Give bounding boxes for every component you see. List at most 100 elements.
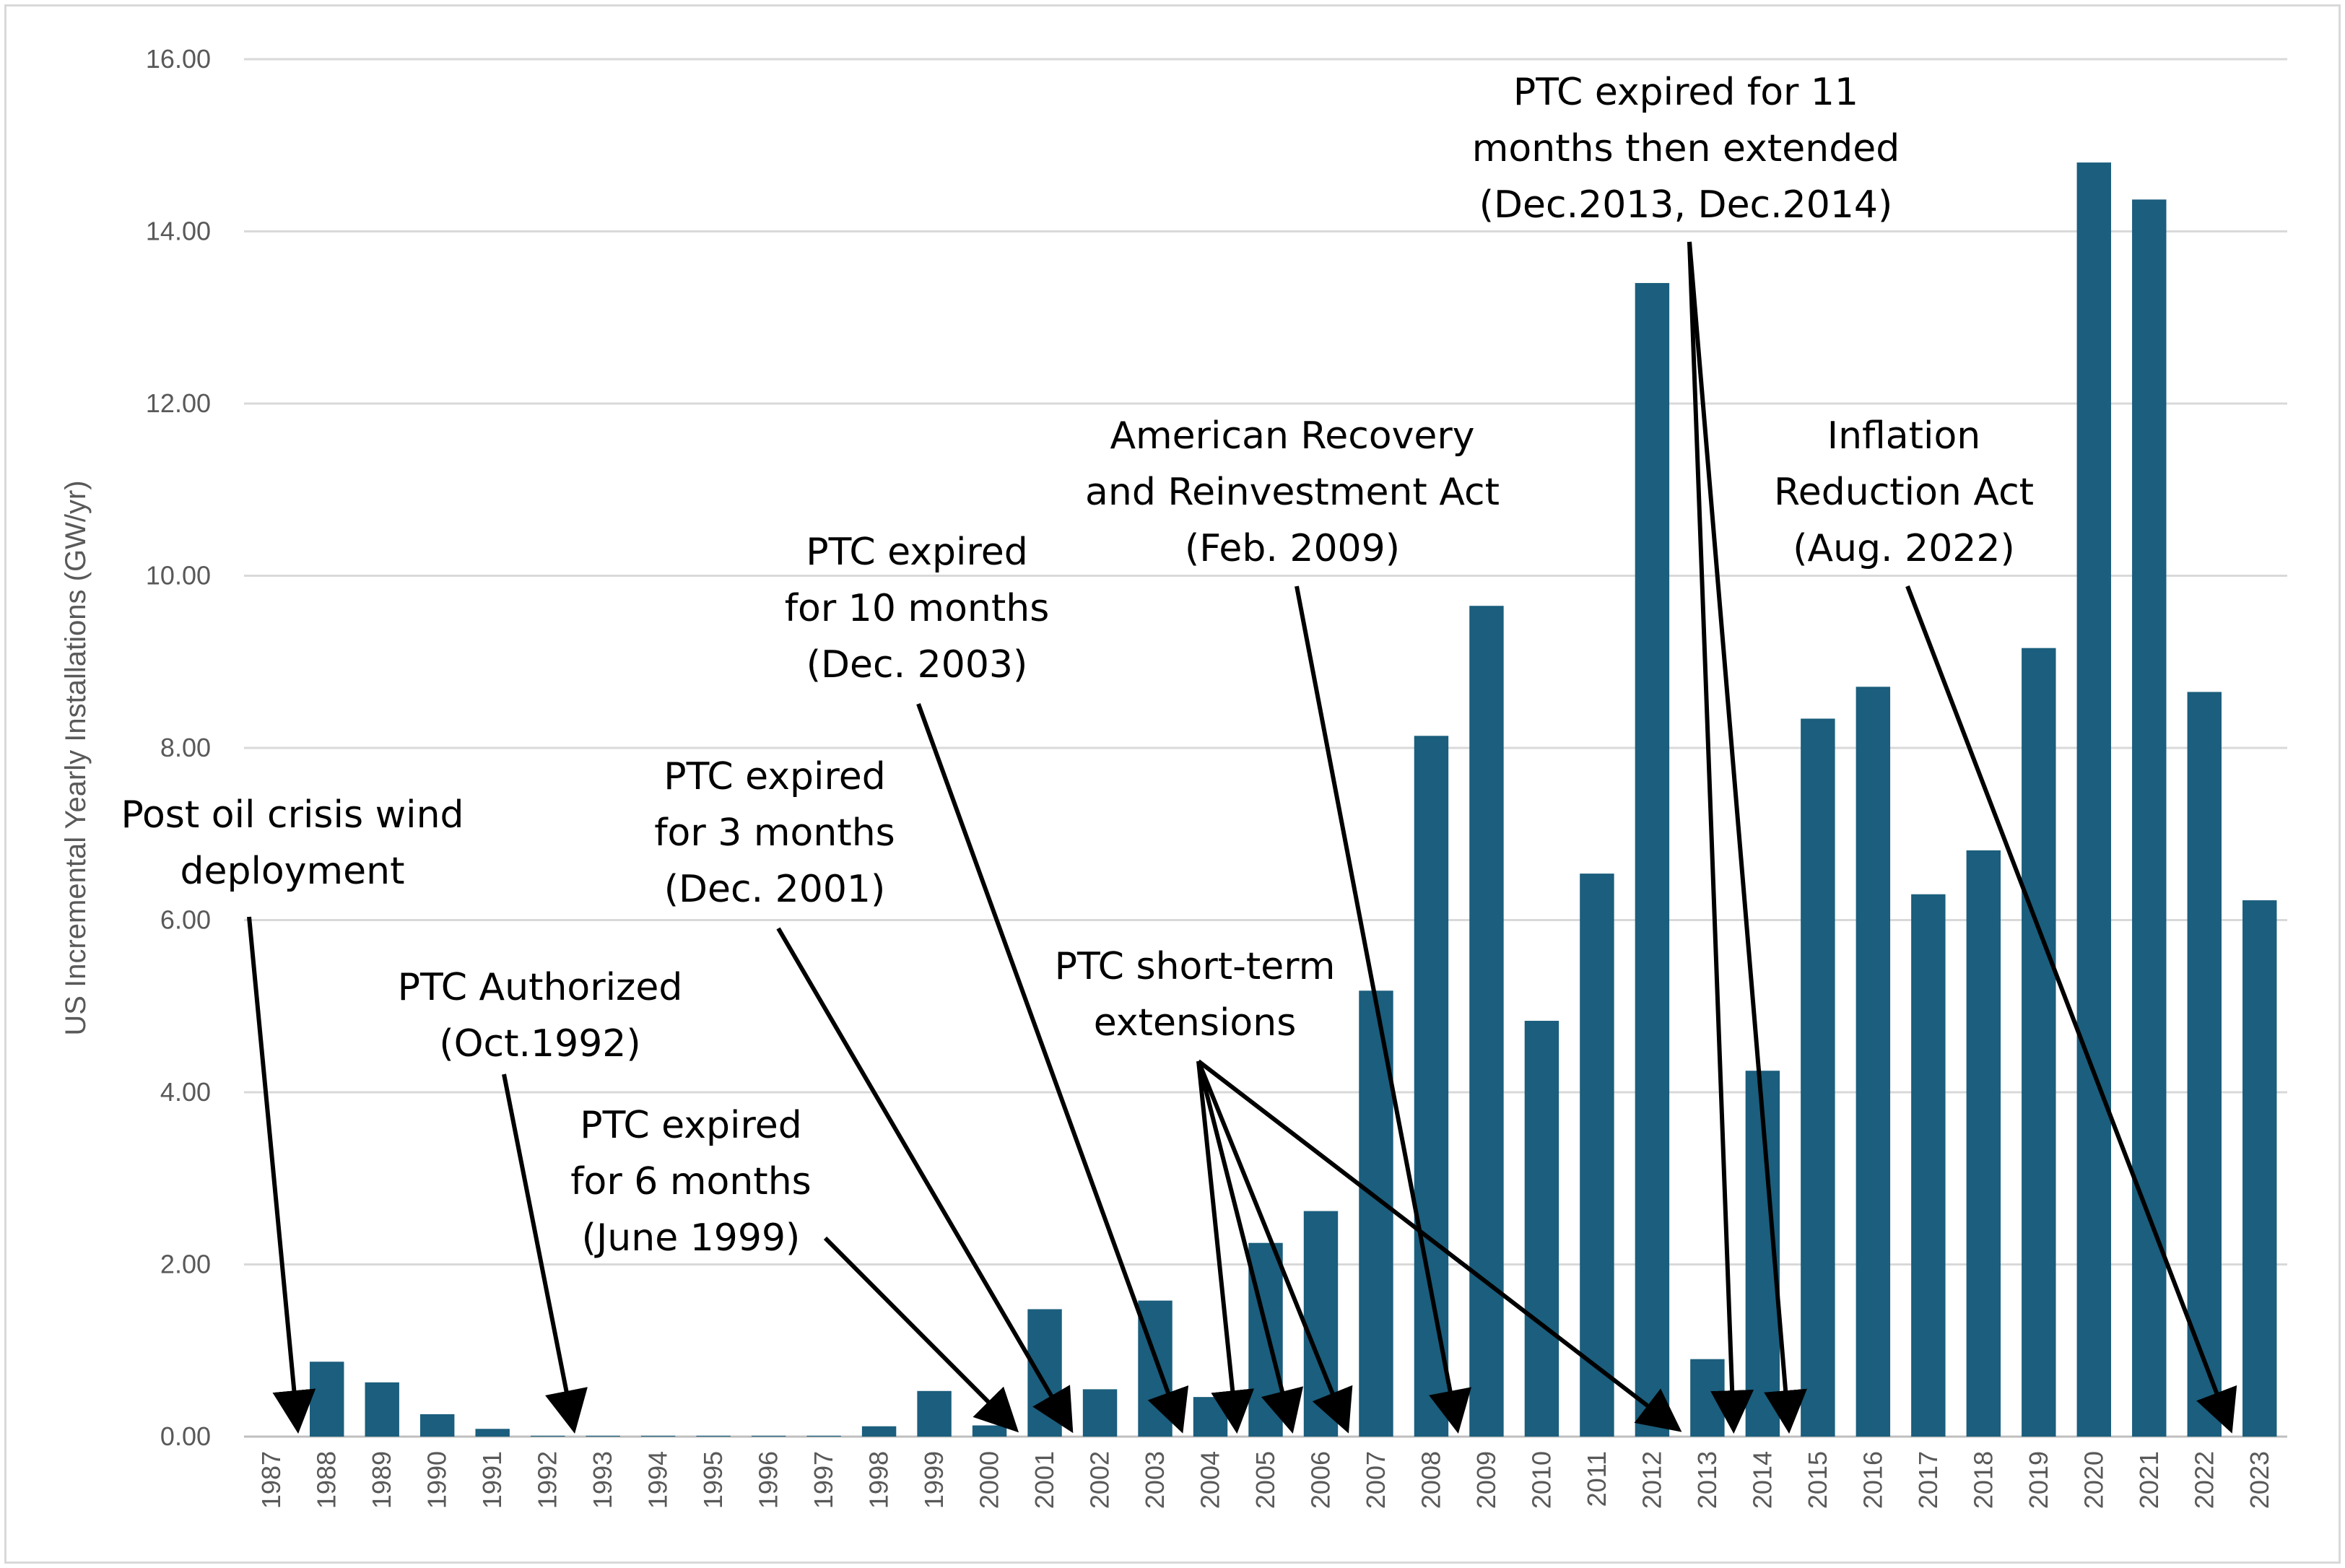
bar-1996 — [751, 1435, 786, 1437]
x-tick-label: 2002 — [1085, 1451, 1115, 1509]
bar-2012 — [1635, 283, 1670, 1437]
annotation-text: (June 1999) — [582, 1216, 801, 1260]
y-tick-label: 2.00 — [160, 1250, 211, 1279]
bar-1994 — [640, 1435, 676, 1437]
x-tick-label: 1992 — [533, 1451, 562, 1509]
x-tick-label: 2012 — [1637, 1451, 1666, 1509]
annotation-arrow — [916, 702, 1189, 1434]
x-tick-label: 2008 — [1416, 1451, 1445, 1509]
annotation-text: (Oct.1992) — [439, 1022, 640, 1066]
x-tick-label: 1995 — [698, 1451, 728, 1509]
annotation-text: for 6 months — [570, 1160, 812, 1203]
x-tick-label: 2018 — [1968, 1451, 1998, 1509]
y-tick-label: 14.00 — [146, 217, 211, 246]
x-tick-label: 2000 — [975, 1451, 1004, 1509]
x-tick-label: 2023 — [2245, 1451, 2274, 1509]
annotation-text: PTC Authorized — [398, 966, 683, 1009]
x-tick-label: 2011 — [1582, 1451, 1611, 1507]
annotations: Post oil crisis wind deployment PTC Author… — [121, 71, 2237, 1434]
bar-1998 — [861, 1426, 897, 1437]
x-tick-label: 2015 — [1803, 1451, 1832, 1509]
x-tick-label: 1987 — [256, 1451, 286, 1509]
bar-2001 — [1027, 1309, 1062, 1437]
annotation-text: Post oil crisis wind — [121, 793, 464, 837]
annotation-text: and Reinvestment Act — [1085, 471, 1500, 514]
y-tick-label: 6.00 — [160, 905, 211, 935]
bar-2013 — [1690, 1359, 1725, 1437]
y-tick-label: 4.00 — [160, 1077, 211, 1107]
bar-1988 — [310, 1362, 344, 1437]
annotation-text: PTC expired — [664, 755, 885, 798]
annotation-text: extensions — [1094, 1001, 1297, 1045]
x-tick-label: 2004 — [1196, 1451, 1225, 1509]
bar-2010 — [1524, 1021, 1559, 1437]
annotation-arrow — [1196, 1060, 1304, 1434]
bar-2009 — [1469, 606, 1504, 1437]
x-tick-label: 1997 — [809, 1451, 838, 1509]
x-tick-label: 1993 — [588, 1451, 617, 1509]
annotation-arrow — [1196, 1060, 1353, 1434]
x-tick-label: 2003 — [1140, 1451, 1170, 1509]
x-tick-label: 1988 — [312, 1451, 341, 1509]
y-tick-label: 8.00 — [160, 733, 211, 762]
bar-1990 — [419, 1414, 455, 1437]
annotation-text: PTC expired for 11 — [1513, 71, 1858, 114]
bar-2017 — [1911, 894, 1946, 1437]
bar-2016 — [1855, 687, 1891, 1437]
annotation-text: Inflation — [1827, 414, 1981, 458]
bar-2022 — [2187, 692, 2222, 1437]
x-tick-label: 2009 — [1471, 1451, 1501, 1509]
x-tick-label: 1991 — [477, 1451, 507, 1509]
y-tick-label: 0.00 — [160, 1421, 211, 1451]
annotation-text: PTC expired — [806, 531, 1027, 574]
annotation-arrow — [776, 927, 1074, 1434]
x-tick-label: 1990 — [422, 1451, 452, 1509]
y-tick-label: 12.00 — [146, 388, 211, 418]
bar-2011 — [1580, 874, 1614, 1437]
x-tick-label: 1998 — [864, 1451, 894, 1509]
x-tick-label: 2017 — [1913, 1451, 1943, 1509]
bar-2006 — [1303, 1211, 1339, 1437]
annotation-arrow — [502, 1073, 588, 1434]
bar-2015 — [1801, 718, 1835, 1437]
annotation-arrow — [1295, 585, 1472, 1434]
bar-2023 — [2242, 900, 2277, 1437]
annotation-text: for 10 months — [785, 587, 1050, 630]
x-tick-label: 2006 — [1305, 1451, 1335, 1509]
x-tick-label: 2005 — [1250, 1451, 1280, 1509]
annotation-text: (Feb. 2009) — [1185, 527, 1400, 570]
bar-2018 — [1966, 850, 2001, 1437]
x-tick-label: 2013 — [1692, 1451, 1722, 1509]
annotation-text: (Aug. 2022) — [1793, 527, 2015, 570]
annotation-arrow — [1687, 241, 1754, 1434]
annotation-text: American Recovery — [1110, 414, 1474, 458]
bar-2008 — [1414, 736, 1449, 1437]
x-tick-label: 1989 — [367, 1451, 396, 1509]
bar-1999 — [917, 1390, 952, 1437]
x-tick-label: 2007 — [1361, 1451, 1391, 1509]
x-tick-label: 2019 — [2024, 1451, 2053, 1509]
x-tick-label: 2020 — [2079, 1451, 2108, 1509]
chart-frame — [4, 4, 2341, 1564]
bar-1992 — [530, 1435, 565, 1437]
y-tick-label: 10.00 — [146, 561, 211, 591]
x-tick-label: 2021 — [2134, 1451, 2164, 1509]
x-tick-label: 2016 — [1858, 1451, 1887, 1509]
x-tick-label: 1999 — [919, 1451, 949, 1509]
annotation-arrow — [1905, 585, 2237, 1434]
y-tick-label: 16.00 — [146, 44, 211, 74]
y-axis-label: US Incremental Yearly Installations (GW/… — [60, 480, 92, 1035]
bar-2002 — [1082, 1389, 1118, 1437]
bar-1993 — [586, 1435, 620, 1437]
annotation-text: for 3 months — [654, 811, 895, 855]
x-tick-label: 2010 — [1526, 1451, 1556, 1509]
annotation-text: months then extended — [1472, 127, 1900, 170]
x-tick-label: 2022 — [2189, 1451, 2219, 1509]
annotation-arrow — [1687, 241, 1808, 1434]
x-tick-label: 1996 — [754, 1451, 783, 1509]
bar-1995 — [696, 1435, 731, 1437]
bar-1989 — [365, 1382, 399, 1437]
annotation-arrow — [1197, 1059, 1682, 1432]
annotation-text: (Dec. 2001) — [664, 868, 886, 911]
x-tick-label: 1994 — [643, 1451, 673, 1509]
